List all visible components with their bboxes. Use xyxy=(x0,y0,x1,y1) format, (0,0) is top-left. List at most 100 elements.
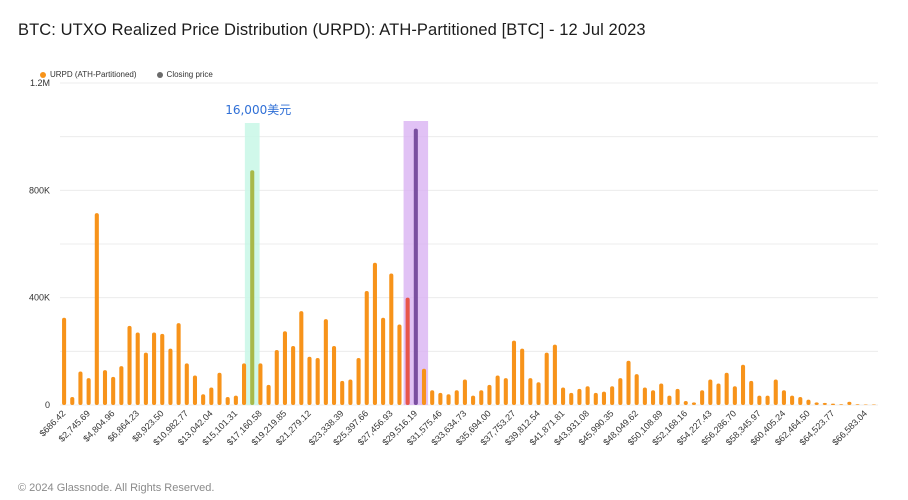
bar xyxy=(143,352,148,405)
bar xyxy=(822,402,827,405)
bar xyxy=(135,332,140,405)
y-tick-label: 800K xyxy=(29,185,50,195)
bar xyxy=(405,297,410,405)
bar xyxy=(307,356,312,405)
y-axis: 0 400K 800K 1.2M xyxy=(29,78,50,410)
bar xyxy=(413,128,418,405)
bar xyxy=(781,390,786,405)
bar xyxy=(168,348,173,405)
bar xyxy=(160,333,165,405)
bar xyxy=(217,372,222,405)
bar xyxy=(282,331,287,405)
bar xyxy=(242,363,247,405)
bar xyxy=(250,170,255,405)
bar xyxy=(863,404,868,405)
bar xyxy=(62,317,67,405)
bar xyxy=(192,375,198,405)
bar xyxy=(790,395,795,405)
chart-title: BTC: UTXO Realized Price Distribution (U… xyxy=(18,21,646,39)
bar xyxy=(847,401,852,405)
bar xyxy=(454,390,459,405)
legend-dot-icon xyxy=(40,71,46,78)
legend-item-urpd[interactable]: URPD (ATH-Partitioned) xyxy=(40,70,137,79)
bar xyxy=(348,379,353,405)
bar xyxy=(544,352,549,405)
chart-plot: 0 400K 800K 1.2M $686.42$2,745.69$4,804.96$… xyxy=(29,78,878,447)
bar xyxy=(266,384,271,405)
bar xyxy=(855,404,860,405)
bar xyxy=(364,290,369,405)
bar xyxy=(421,368,427,405)
bar xyxy=(201,394,206,405)
y-tick-label: 1.2M xyxy=(30,78,50,88)
bar xyxy=(683,400,688,405)
bar xyxy=(291,345,296,405)
bar xyxy=(111,376,116,405)
bar xyxy=(152,332,157,405)
bar xyxy=(511,340,517,405)
chart-legend: URPD (ATH-Partitioned) Closing price xyxy=(40,70,213,79)
y-tick-label: 400K xyxy=(29,293,50,303)
bar xyxy=(495,375,500,405)
bar xyxy=(176,323,181,405)
bar xyxy=(618,378,623,405)
bar xyxy=(520,348,525,405)
bar xyxy=(389,273,394,405)
x-tick-label: $66,583.04 xyxy=(830,408,869,447)
bar xyxy=(716,383,721,405)
bar xyxy=(86,378,91,405)
bar xyxy=(430,390,435,405)
bar xyxy=(675,388,680,405)
bar xyxy=(315,358,320,405)
bar xyxy=(233,395,238,405)
bar xyxy=(724,372,729,405)
bar xyxy=(397,324,402,405)
bar xyxy=(577,388,582,405)
bar xyxy=(667,395,672,405)
bar xyxy=(462,379,467,405)
bar xyxy=(536,382,541,405)
bar xyxy=(552,344,557,405)
bar xyxy=(94,213,99,405)
bar xyxy=(651,390,656,405)
bar xyxy=(479,390,484,405)
bar xyxy=(740,364,746,405)
bar xyxy=(691,402,696,405)
bar xyxy=(610,386,615,405)
bar-layer xyxy=(62,128,876,405)
bar xyxy=(806,399,811,405)
bar xyxy=(659,383,664,405)
bar xyxy=(446,394,451,405)
bar xyxy=(528,378,533,405)
legend-dot-icon xyxy=(156,71,163,78)
bar xyxy=(78,371,83,405)
bar xyxy=(642,387,647,405)
bar xyxy=(209,387,214,405)
bar xyxy=(503,378,508,405)
copyright-footer: © 2024 Glassnode. All Rights Reserved. xyxy=(18,482,215,494)
legend-item-closing-price[interactable]: Closing price xyxy=(156,70,213,79)
bar xyxy=(601,391,607,405)
price-annotation: 16,000美元 xyxy=(225,103,291,117)
bar xyxy=(487,384,492,405)
bar xyxy=(323,319,328,405)
bar xyxy=(561,387,566,405)
bar xyxy=(102,370,108,405)
bar xyxy=(814,402,819,405)
bar xyxy=(340,380,345,405)
bar xyxy=(471,395,476,405)
bar xyxy=(184,363,189,405)
bar xyxy=(634,374,639,405)
bar xyxy=(331,345,337,405)
legend-label-closing-price: Closing price xyxy=(166,70,213,79)
bar xyxy=(119,366,124,405)
bar xyxy=(299,311,304,405)
grid-layer xyxy=(60,82,878,406)
bar xyxy=(372,262,377,405)
bar xyxy=(585,386,590,405)
bar xyxy=(438,392,443,405)
bar xyxy=(356,358,361,405)
bar xyxy=(871,404,876,405)
y-tick-label: 0 xyxy=(45,400,50,410)
bar xyxy=(732,386,737,405)
